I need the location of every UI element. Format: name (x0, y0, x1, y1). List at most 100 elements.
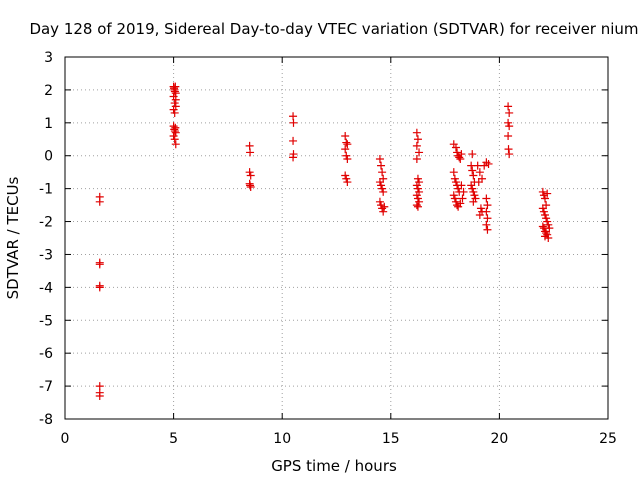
data-point (343, 155, 352, 164)
data-point (342, 174, 351, 183)
data-point (459, 187, 468, 196)
data-point (542, 214, 551, 223)
data-point (470, 191, 479, 200)
data-point (539, 207, 548, 216)
data-point (171, 123, 180, 132)
data-point (95, 197, 104, 206)
data-point (504, 118, 513, 127)
x-tick-labels: 0 5 10 15 20 25 (61, 431, 617, 447)
data-point (541, 194, 550, 203)
data-point (375, 155, 384, 164)
data-point (169, 122, 178, 131)
data-point (541, 232, 550, 241)
data-point (95, 283, 104, 292)
data-point (482, 207, 491, 216)
data-point (538, 187, 547, 196)
x-tick-label: 15 (382, 431, 400, 447)
data-point (545, 224, 554, 233)
data-point (342, 138, 351, 147)
data-point (483, 225, 492, 234)
data-point (289, 153, 298, 162)
data-point (413, 135, 422, 144)
data-point (246, 171, 255, 180)
data-point (505, 108, 514, 117)
axis-ticks (64, 56, 609, 420)
data-point (449, 168, 458, 177)
data-point (482, 194, 491, 203)
data-point (169, 131, 178, 140)
data-point (171, 95, 180, 104)
y-tick-label: -3 (39, 247, 53, 263)
data-point (378, 168, 387, 177)
data-point (543, 189, 552, 198)
grid-lines (65, 57, 608, 419)
data-point (342, 151, 351, 160)
y-axis-label: SDTVAR / TECUs (4, 176, 22, 299)
data-point (377, 161, 386, 170)
data-point (469, 197, 478, 206)
x-tick-label: 25 (599, 431, 617, 447)
data-point (169, 105, 178, 114)
data-point (482, 220, 491, 229)
data-point (542, 229, 551, 238)
data-point (457, 181, 466, 190)
data-point (458, 194, 467, 203)
data-point (484, 159, 493, 168)
y-tick-label: 2 (44, 83, 53, 99)
data-point (289, 136, 298, 145)
data-point (377, 181, 386, 190)
data-point (538, 204, 547, 213)
data-point (469, 187, 478, 196)
data-point (170, 125, 179, 134)
data-point (245, 168, 254, 177)
data-point (413, 194, 422, 203)
data-point (375, 197, 384, 206)
y-tick-label: -1 (39, 182, 53, 198)
data-point (450, 174, 459, 183)
data-point (483, 201, 492, 210)
data-point (341, 171, 350, 180)
data-point (543, 217, 552, 226)
data-point (468, 150, 477, 159)
data-point (170, 99, 179, 108)
data-point (451, 143, 460, 152)
y-tick-label: -6 (39, 346, 53, 362)
data-point (449, 191, 458, 200)
data-point (341, 131, 350, 140)
data-point (467, 181, 476, 190)
data-point (453, 148, 462, 157)
y-tick-label: 0 (44, 149, 53, 165)
data-point (504, 145, 513, 154)
data-point (378, 184, 387, 193)
data-point (95, 391, 104, 400)
data-point (246, 182, 255, 191)
data-point (505, 122, 514, 131)
data-points (95, 82, 554, 400)
plot-frame (64, 56, 609, 420)
data-point (474, 178, 483, 187)
data-point (538, 222, 547, 231)
data-point (469, 171, 478, 180)
y-tick-label: -5 (39, 313, 53, 329)
data-point (170, 108, 179, 117)
data-point (412, 191, 421, 200)
data-point (171, 140, 180, 149)
data-point (379, 187, 388, 196)
y-tick-labels: 3 2 1 0 -1 -2 -3 -4 -5 -6 -7 -8 (39, 50, 53, 428)
data-point (412, 141, 421, 150)
x-axis-label: GPS time / hours (271, 457, 397, 475)
y-tick-label: 1 (44, 116, 53, 132)
data-point (170, 135, 179, 144)
y-tick-label: -7 (39, 379, 53, 395)
data-point (412, 128, 421, 137)
data-point (457, 150, 466, 159)
data-point (541, 210, 550, 219)
data-point (475, 210, 484, 219)
data-point (504, 131, 513, 140)
data-point (95, 260, 104, 269)
y-tick-label: 3 (44, 50, 53, 66)
data-point (375, 178, 384, 187)
data-point (341, 145, 350, 154)
data-point (483, 214, 492, 223)
